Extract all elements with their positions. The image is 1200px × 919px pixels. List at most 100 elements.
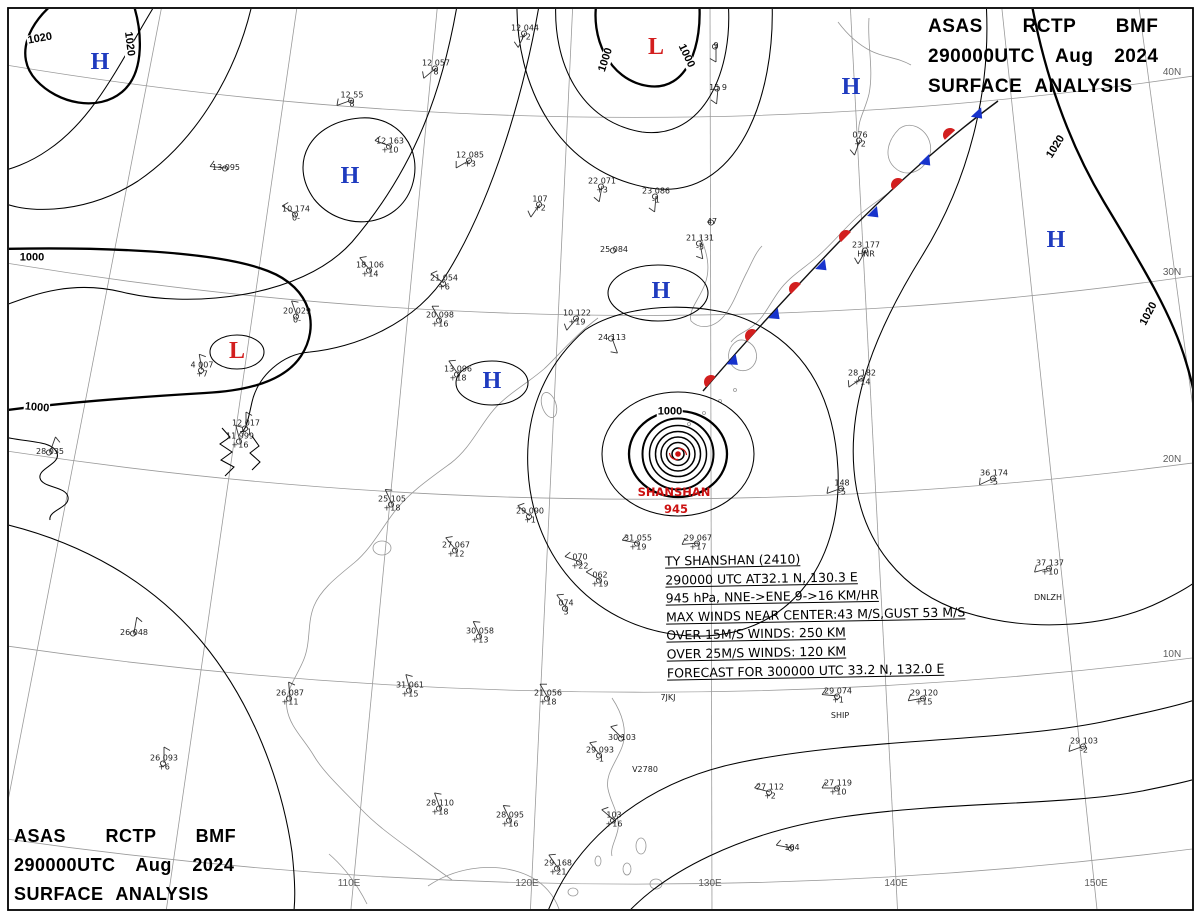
wind-barb-feather-icon [336,98,339,106]
station-circle-icon [575,559,583,566]
wind-barb-icon [598,185,603,202]
front-marker-cold-icon [726,353,738,365]
front-marker-cold-icon [970,107,983,119]
station-circle-icon [525,513,533,520]
wind-barb-icon [622,539,639,544]
wind-barb-icon [601,809,615,821]
front-markers [704,107,983,388]
wind-barb-icon [826,487,843,494]
typhoon-name-label: SHANSHAN [637,485,711,499]
wind-barb-feather-icon [710,99,717,105]
wind-barb-feather-icon [55,436,61,443]
wind-barb-feather-icon [434,792,442,795]
station-circle-icon [1079,743,1087,750]
station-circle-icon [365,267,373,274]
station-circle-icon [695,240,703,247]
wind-barb-icon [472,621,481,637]
wind-barb-icon [979,477,995,486]
wind-barb-icon [848,377,863,388]
typhoon-pressure-label: 945 [663,502,689,516]
typhoon-info-line: OVER 15M/S WINDS: 250 KM [666,624,846,643]
wind-barb-feather-icon [503,805,511,807]
station-circle-icon [837,485,845,492]
wind-barb-feather-icon [589,741,597,744]
wind-barb-icon [908,697,925,702]
wind-barb-feather-icon [681,537,686,545]
wind-barb-icon [374,140,391,147]
station-circle-icon [405,687,413,694]
wind-barb-feather-icon [405,674,413,677]
wind-barb-icon [776,844,793,849]
wind-barb-feather-icon [163,746,171,751]
wind-barb-feather-icon [448,359,456,362]
wind-barb-feather-icon [826,486,829,494]
wind-barb-icon [281,205,297,215]
wind-barb-icon [198,354,203,371]
coastlines [286,17,931,909]
wind-barb-feather-icon [513,41,519,48]
wind-barb-feather-icon [374,135,381,141]
station-circle-icon [285,695,293,702]
station-circle-icon [129,630,137,637]
wind-barb-feather-icon [648,207,655,213]
wind-barb-icon [716,87,719,104]
wind-barb-icon [502,805,511,821]
station-circle-icon [385,143,393,150]
title-line-1: ASAS RCTP BMF [928,16,1159,37]
wind-barb-feather-icon [209,160,215,167]
wind-barb-icon [235,425,241,442]
station-circle-icon [707,219,715,226]
wind-barb-feather-icon [548,853,556,856]
front-marker-warm-icon [943,128,956,140]
wind-barb-icon [291,300,298,317]
wind-barb-icon [548,854,559,869]
wind-barb-feather-icon [281,202,289,207]
wind-barb-feather-icon [593,196,600,203]
wind-barb-icon [1034,567,1051,573]
title-block-bottom-left: ASAS RCTP BMF 290000UTC Aug 2024 SURFACE… [14,822,236,909]
wind-barb-icon [564,556,581,563]
wind-barb-icon [857,249,867,265]
station-circle-icon [833,693,841,700]
wind-barb-icon [133,617,138,634]
wind-barb-icon [654,195,657,212]
station-circle-icon [465,157,473,164]
station-circle-icon [609,247,617,254]
wind-barb-feather-icon [359,256,367,259]
station-circle-icon [617,735,625,742]
wind-barb-feather-icon [291,300,299,303]
title-line-3: SURFACE ANALYSIS [928,76,1133,97]
wind-barb-feather-icon [430,270,438,275]
stationary-front-line [702,100,999,392]
wind-barb-feather-icon [385,489,393,491]
wind-barb-icon [430,273,445,284]
wind-barb-feather-icon [517,502,525,507]
wind-barb-icon [359,257,371,271]
wind-barb-icon [589,742,601,756]
wind-barb-icon [448,360,459,375]
wind-barb-feather-icon [979,477,981,485]
wind-barb-icon [455,159,471,169]
station-circle-icon [451,547,459,554]
wind-barb-feather-icon [621,534,628,541]
wind-barb-feather-icon [775,839,782,846]
wind-barb-icon [210,166,227,169]
typhoon-info-line: FORECAST FOR 300000 UTC 33.2 N, 132.0 E [666,660,945,681]
wind-barb-feather-icon [821,781,826,789]
wind-barb-feather-icon [527,210,532,218]
wind-barb-icon [431,305,441,321]
wind-barb-feather-icon [1034,565,1037,573]
front-marker-cold-icon [867,206,879,218]
wind-barb-icon [49,436,56,453]
wind-barb-icon [682,542,699,545]
wind-barb-icon [611,337,618,354]
front-marker-cold-icon [815,258,827,271]
wind-barb-icon [517,505,531,517]
wind-barb-feather-icon [585,568,593,573]
station-circle-icon [711,43,719,50]
station-circle-icon [45,449,53,456]
